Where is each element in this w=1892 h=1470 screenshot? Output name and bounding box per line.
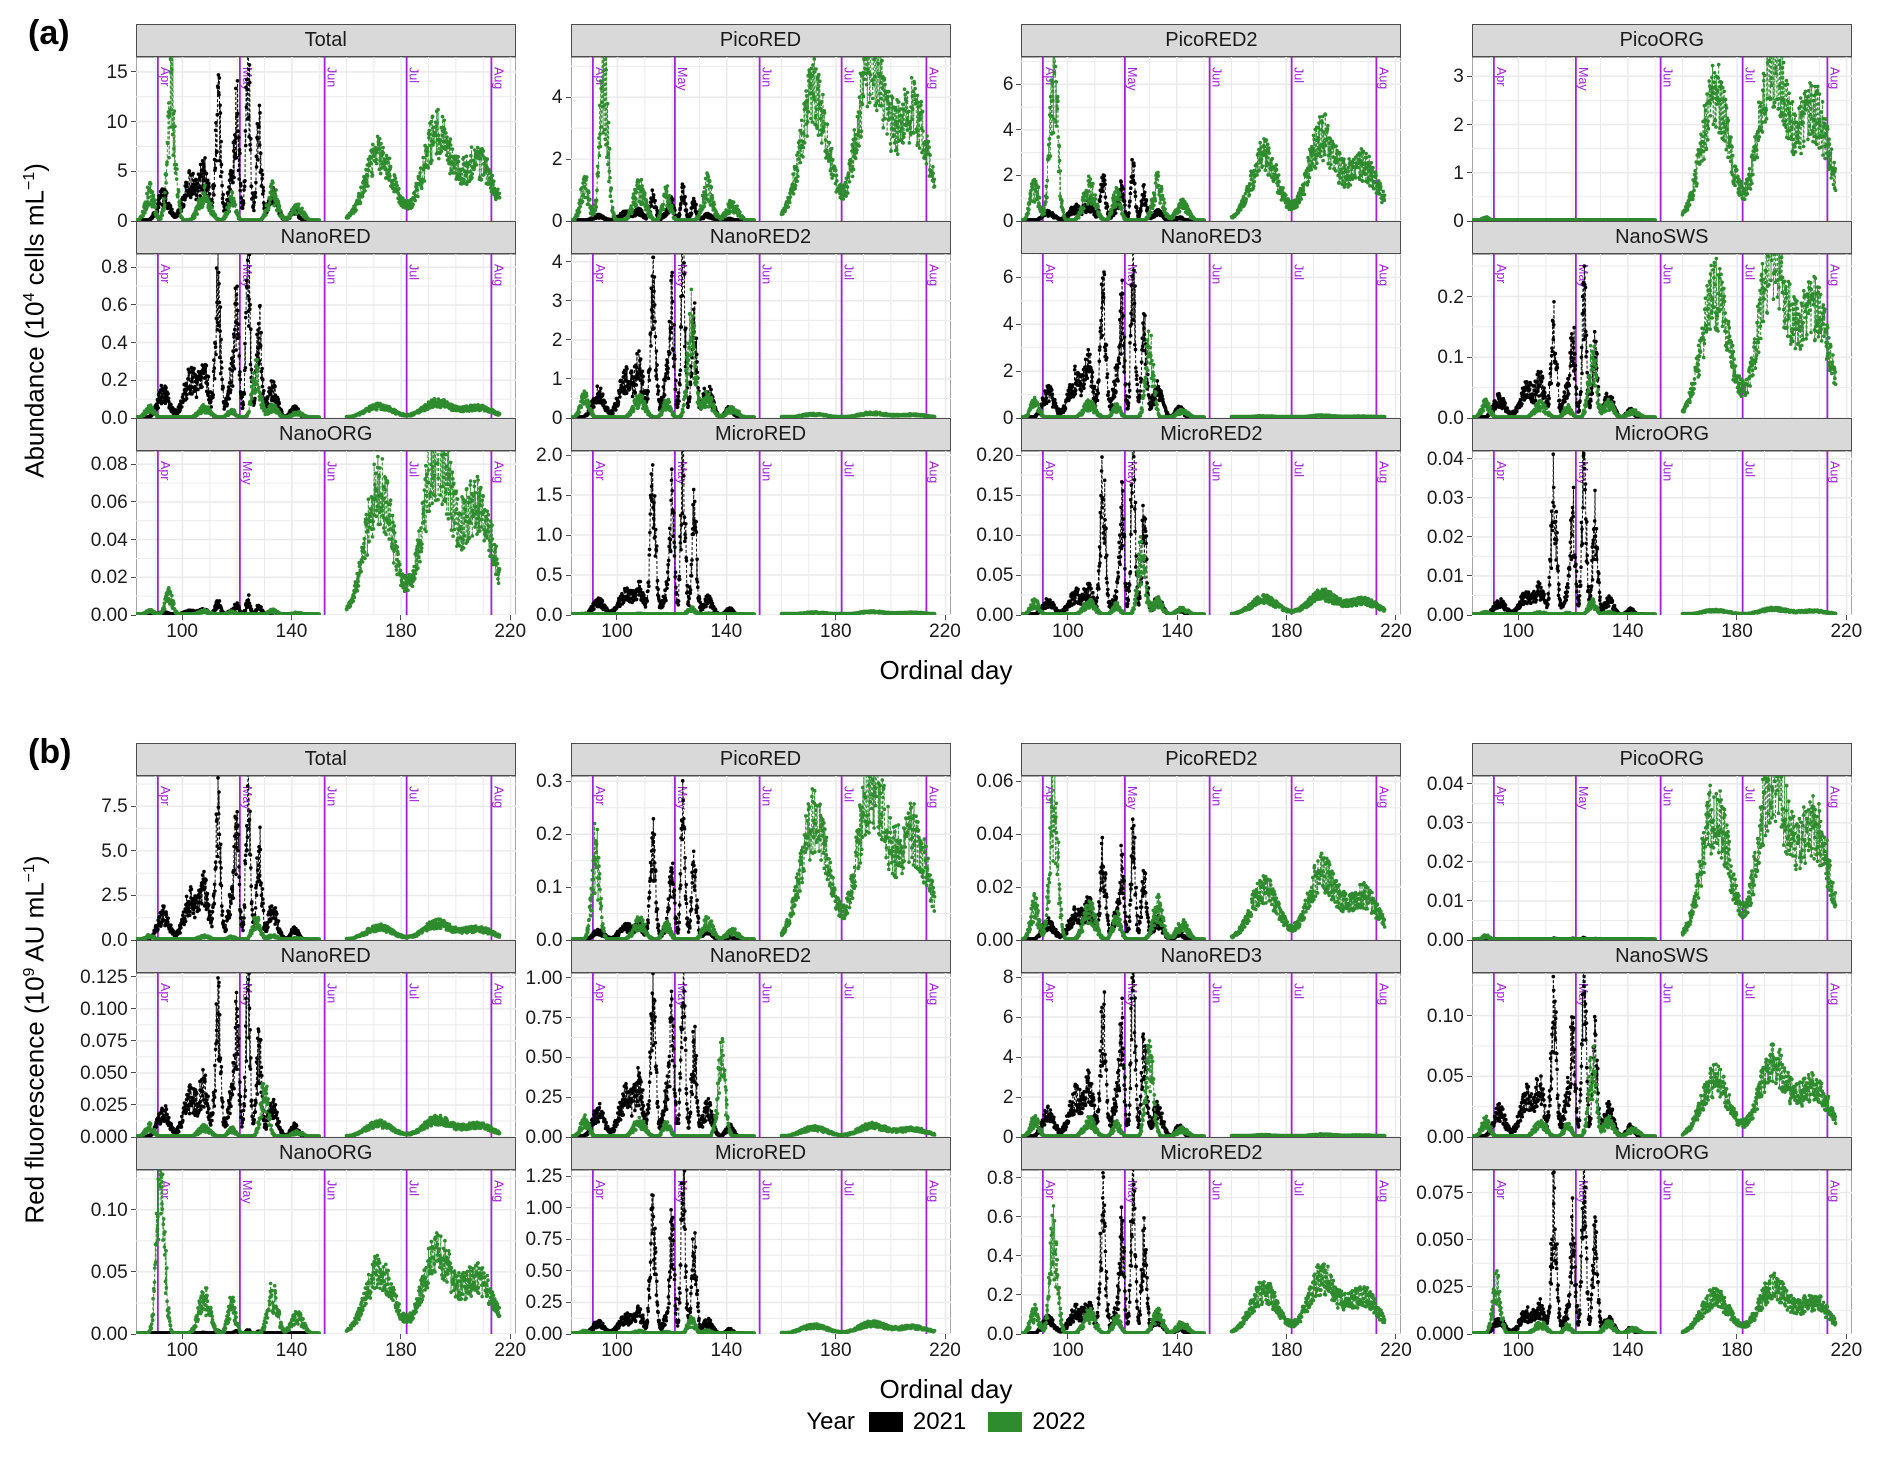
svg-text:Jun: Jun: [1210, 67, 1224, 87]
svg-text:Jul: Jul: [1292, 67, 1306, 83]
svg-text:Jun: Jun: [1660, 67, 1674, 87]
svg-text:Jun: Jun: [324, 67, 338, 87]
svg-text:Jul: Jul: [841, 67, 855, 83]
svg-text:Apr: Apr: [1494, 67, 1508, 86]
svg-text:Apr: Apr: [1043, 67, 1057, 86]
svg-text:Apr: Apr: [158, 67, 172, 86]
svg-text:May: May: [1576, 67, 1590, 91]
svg-text:Jun: Jun: [759, 67, 773, 87]
svg-text:Jul: Jul: [1742, 67, 1756, 83]
svg-text:Jul: Jul: [406, 67, 420, 83]
svg-text:Aug: Aug: [1827, 67, 1841, 89]
svg-text:May: May: [1125, 67, 1139, 91]
svg-text:May: May: [674, 67, 688, 91]
